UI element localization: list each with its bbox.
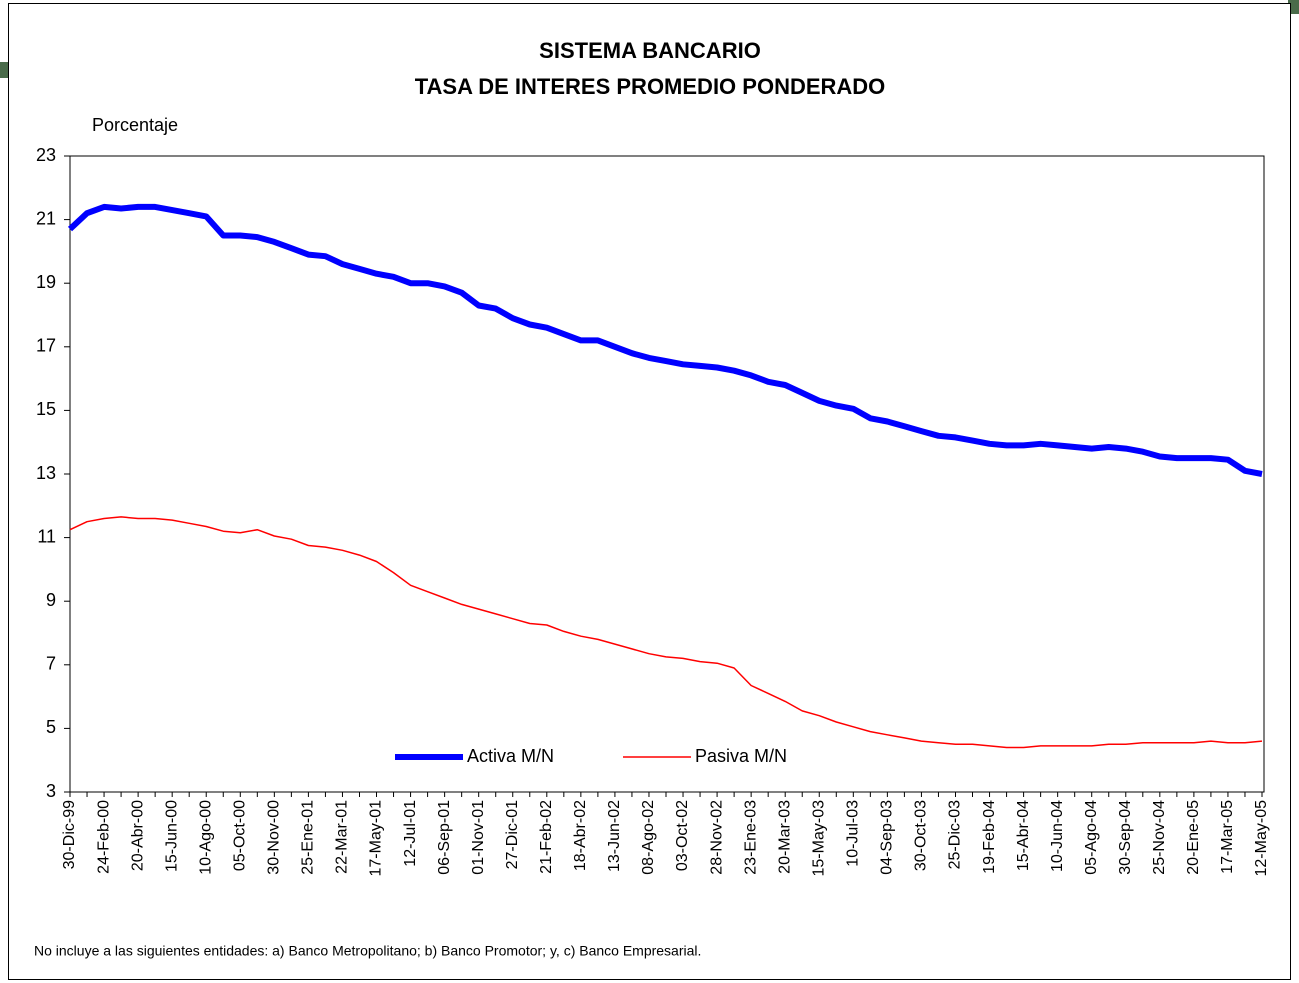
x-tick-label: 13-Jun-02 [606, 800, 623, 872]
x-tick-label: 15-Abr-04 [1015, 800, 1032, 871]
x-tick-label: 05-Oct-00 [232, 800, 249, 871]
y-tick-label: 9 [46, 590, 56, 610]
series-line [67, 203, 1263, 477]
x-tick-label: 19-Feb-04 [981, 800, 998, 874]
x-tick-label: 01-Nov-01 [470, 800, 487, 875]
x-tick-label: 21-Feb-02 [538, 800, 555, 874]
x-tick-label: 17-Mar-05 [1219, 800, 1236, 874]
legend-label: Activa M/N [467, 746, 554, 766]
chart-subtitle: TASA DE INTERES PROMEDIO PONDERADO [415, 74, 886, 99]
y-tick-label: 19 [36, 272, 56, 292]
x-tick-label: 08-Ago-02 [640, 800, 657, 875]
x-tick-label: 30-Sep-04 [1117, 800, 1134, 875]
x-tick-label: 20-Ene-05 [1185, 800, 1202, 875]
x-tick-label: 10-Jul-03 [845, 800, 862, 867]
y-tick-label: 13 [36, 463, 56, 483]
x-tick-label: 30-Nov-00 [266, 800, 283, 875]
y-tick-label: 23 [36, 145, 56, 165]
x-tick-label: 23-Ene-03 [742, 800, 759, 875]
x-tick-label: 15-May-03 [810, 800, 827, 877]
footnote: No incluye a las siguientes entidades: a… [34, 943, 701, 959]
x-tick-label: 03-Oct-02 [674, 800, 691, 871]
x-tick-label: 12-Jul-01 [402, 800, 419, 867]
x-tick-label: 10-Ago-00 [197, 800, 214, 875]
legend-label: Pasiva M/N [695, 746, 787, 766]
y-tick-label: 17 [36, 336, 56, 356]
x-tick-label: 30-Dic-99 [61, 800, 78, 869]
y-tick-label: 3 [46, 781, 56, 801]
chart-title: SISTEMA BANCARIO [539, 38, 761, 63]
y-tick-label: 15 [36, 399, 56, 419]
x-tick-label: 20-Abr-00 [129, 800, 146, 871]
x-tick-label: 17-May-01 [368, 800, 385, 877]
y-axis-label: Porcentaje [92, 115, 178, 135]
x-tick-label: 25-Ene-01 [300, 800, 317, 875]
x-tick-label: 28-Nov-02 [708, 800, 725, 875]
x-tick-label: 05-Ago-04 [1083, 800, 1100, 875]
decoration [1288, 0, 1299, 14]
series-line [69, 516, 1263, 749]
x-tick-label: 15-Jun-00 [163, 800, 180, 872]
y-tick-label: 7 [46, 654, 56, 674]
x-tick-label: 24-Feb-00 [95, 800, 112, 874]
x-tick-label: 20-Mar-03 [776, 800, 793, 874]
chart-frame [8, 3, 1291, 980]
x-tick-label: 06-Sep-01 [436, 800, 453, 875]
x-tick-label: 18-Abr-02 [572, 800, 589, 871]
y-tick-label: 11 [37, 526, 56, 546]
x-tick-label: 12-May-05 [1253, 800, 1270, 877]
x-tick-label: 25-Dic-03 [947, 800, 964, 869]
x-tick-label: 25-Nov-04 [1151, 800, 1168, 875]
x-tick-label: 27-Dic-01 [504, 800, 521, 869]
x-tick-label: 04-Sep-03 [879, 800, 896, 875]
x-tick-label: 22-Mar-01 [334, 800, 351, 874]
x-tick-label: 30-Oct-03 [913, 800, 930, 871]
y-tick-label: 21 [36, 208, 56, 228]
x-tick-label: 10-Jun-04 [1049, 800, 1066, 872]
y-tick-label: 5 [46, 717, 56, 737]
